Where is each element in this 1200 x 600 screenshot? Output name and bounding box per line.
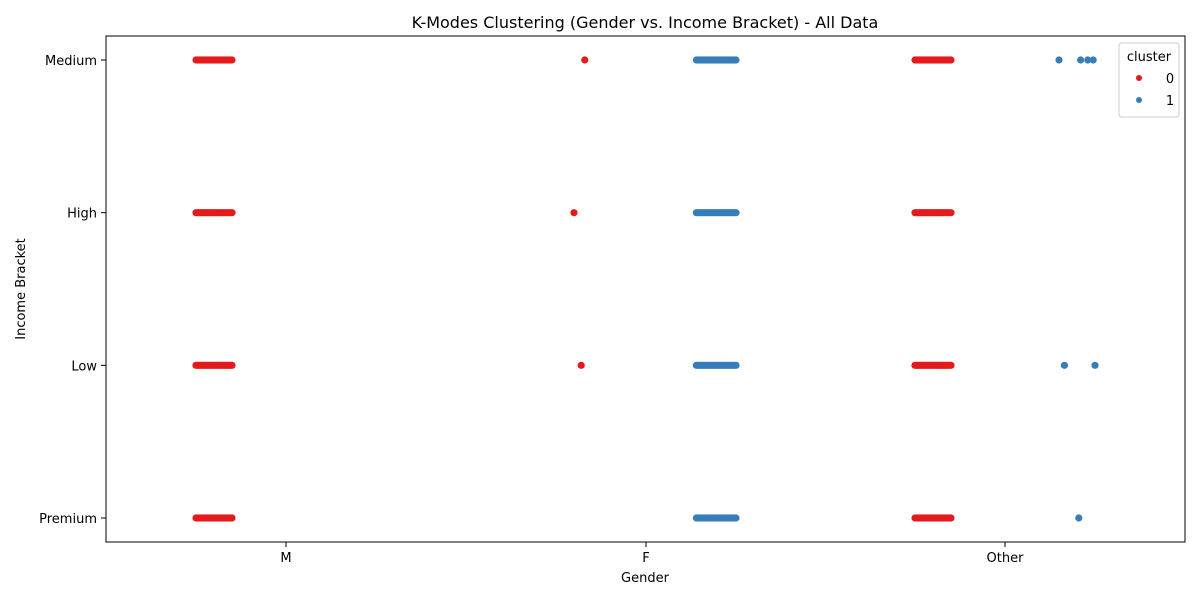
data-point: [1055, 56, 1063, 64]
data-point: [577, 361, 585, 369]
x-tick-label: M: [280, 551, 291, 566]
legend-marker: [1136, 75, 1142, 81]
data-point: [1077, 56, 1085, 64]
data-point: [228, 209, 236, 217]
data-point: [732, 209, 740, 217]
x-tick-label: Other: [987, 551, 1025, 566]
y-tick-label: High: [67, 207, 97, 222]
data-point: [947, 361, 955, 369]
data-point: [1089, 56, 1097, 64]
legend-label: 0: [1166, 72, 1174, 87]
data-point: [732, 361, 740, 369]
data-point: [732, 514, 740, 522]
y-tick-label: Premium: [39, 512, 97, 527]
x-tick-label: F: [642, 551, 649, 566]
y-tick-label: Medium: [45, 54, 97, 69]
data-point: [947, 56, 955, 64]
y-axis: Medium High Low Premium: [39, 54, 106, 527]
x-axis: M F Other: [280, 542, 1024, 566]
legend: cluster 0 1: [1118, 42, 1180, 118]
legend-box: [1118, 42, 1180, 118]
legend-title: cluster: [1127, 50, 1172, 65]
data-points: [192, 56, 1099, 522]
y-tick-label: Low: [71, 359, 97, 374]
legend-marker: [1136, 97, 1142, 103]
y-axis-label: Income Bracket: [14, 238, 29, 340]
data-point: [947, 209, 955, 217]
data-point: [228, 514, 236, 522]
data-point: [581, 56, 589, 64]
chart-title: K-Modes Clustering (Gender vs. Income Br…: [412, 13, 879, 32]
x-axis-label: Gender: [621, 571, 670, 586]
data-point: [228, 361, 236, 369]
data-point: [228, 56, 236, 64]
data-point: [1084, 56, 1092, 64]
data-point: [947, 514, 955, 522]
plot-area: [105, 35, 1186, 543]
data-point: [1091, 361, 1099, 369]
legend-label: 1: [1166, 94, 1174, 109]
data-point: [1060, 361, 1068, 369]
data-point: [1075, 514, 1083, 522]
data-point: [732, 56, 740, 64]
data-point: [570, 209, 578, 217]
